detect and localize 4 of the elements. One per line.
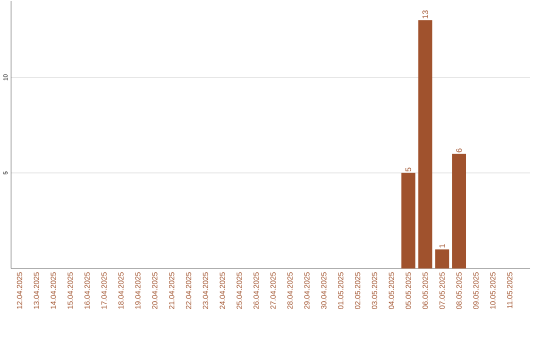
- bar: [401, 172, 416, 268]
- bar: [452, 154, 466, 268]
- bar: [418, 20, 432, 268]
- bar: [435, 249, 450, 268]
